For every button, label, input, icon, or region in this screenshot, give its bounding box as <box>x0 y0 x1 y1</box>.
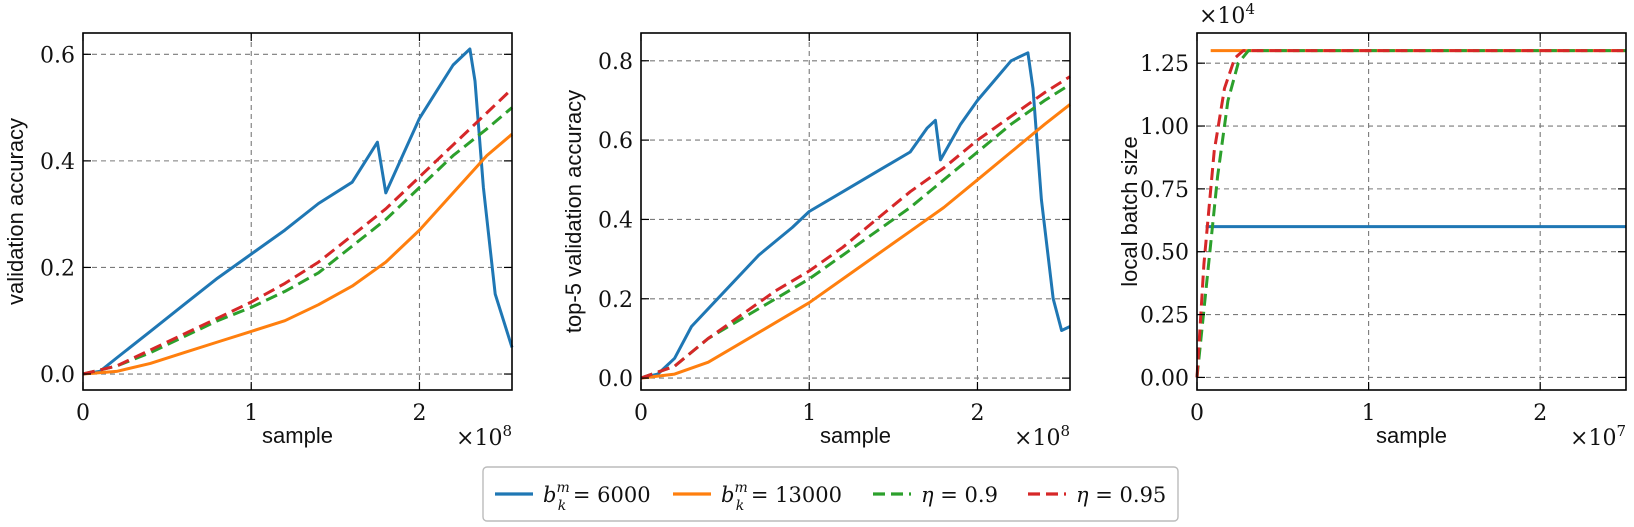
legend: bm k = 6000 bm k = 13000 η = 0.9 η = 0.95 <box>482 466 1179 522</box>
y-tick-label: 1.00 <box>1140 115 1189 140</box>
chart-top5-validation-accuracy: 0.0 0.2 0.4 0.6 0.8 0 1 2 sample top-5 validation… <box>561 32 1071 451</box>
x-axis-multiplier: ×108 <box>1014 422 1070 451</box>
series-line-4 <box>82 87 514 376</box>
x-axis-label: sample <box>1376 423 1447 448</box>
y-tick-label: 0.0 <box>40 363 75 388</box>
plot-frame <box>82 32 513 391</box>
y-tick-label: 0.75 <box>1140 178 1189 203</box>
y-tick-label: 1.25 <box>1140 52 1189 77</box>
x-tick-label: 0 <box>1190 401 1204 426</box>
legend-label-3: η = 0.9 <box>921 483 998 507</box>
x-tick-label: 1 <box>244 401 258 426</box>
series-line-1 <box>640 51 1071 380</box>
x-axis-label: sample <box>262 423 333 448</box>
series-line-4 <box>1195 49 1626 378</box>
x-tick-label: 2 <box>412 401 426 426</box>
y-tick-label: 0.25 <box>1140 304 1189 329</box>
x-tick-label: 0 <box>76 401 90 426</box>
y-tick-label: 0.00 <box>1140 366 1189 391</box>
series-line-2 <box>640 103 1071 380</box>
y-axis-label: local batch size <box>1117 136 1142 286</box>
y-tick-label: 0.2 <box>598 288 633 313</box>
x-tick-label: 2 <box>1533 401 1547 426</box>
x-tick-label: 1 <box>802 401 816 426</box>
y-tick-label: 0.6 <box>40 43 75 68</box>
y-tick-label: 0.50 <box>1140 241 1189 266</box>
y-axis-multiplier: ×104 <box>1199 0 1255 29</box>
y-tick-label: 0.6 <box>598 129 633 154</box>
series-line-2 <box>82 133 513 376</box>
x-tick-label: 2 <box>970 401 984 426</box>
y-tick-label: 0.8 <box>598 50 633 75</box>
legend-label-1: bm k = 6000 <box>543 480 651 514</box>
x-axis-multiplier: ×107 <box>1570 422 1626 451</box>
plot-frame <box>640 32 1071 391</box>
series-line-1 <box>82 47 514 376</box>
x-tick-label: 1 <box>1362 401 1376 426</box>
plot-frame <box>1196 32 1627 391</box>
x-axis-multiplier: ×108 <box>456 422 512 451</box>
y-axis-label: top-5 validation accuracy <box>561 90 586 333</box>
series-line-3 <box>640 83 1071 380</box>
y-axis-label: validation accuracy <box>3 118 28 305</box>
y-tick-label: 0.0 <box>598 367 633 392</box>
y-tick-label: 0.2 <box>40 256 75 281</box>
series-line-3 <box>82 106 513 376</box>
series-line-4 <box>640 75 1071 380</box>
x-axis-label: sample <box>820 423 891 448</box>
legend-label-4: η = 0.95 <box>1076 483 1166 507</box>
series-line-3 <box>1195 49 1626 378</box>
legend-frame <box>482 466 1179 522</box>
y-tick-label: 0.4 <box>598 208 633 233</box>
chart-validation-accuracy: 0.0 0.2 0.4 0.6 0 1 2 sample validation accuracy… <box>3 32 514 451</box>
chart-local-batch-size: 0.00 0.25 0.50 0.75 1.00 1.25 0 1 2 sample local b… <box>1117 0 1627 451</box>
y-tick-label: 0.4 <box>40 150 75 175</box>
legend-label-2: bm k = 13000 <box>721 480 842 514</box>
x-tick-label: 0 <box>634 401 648 426</box>
